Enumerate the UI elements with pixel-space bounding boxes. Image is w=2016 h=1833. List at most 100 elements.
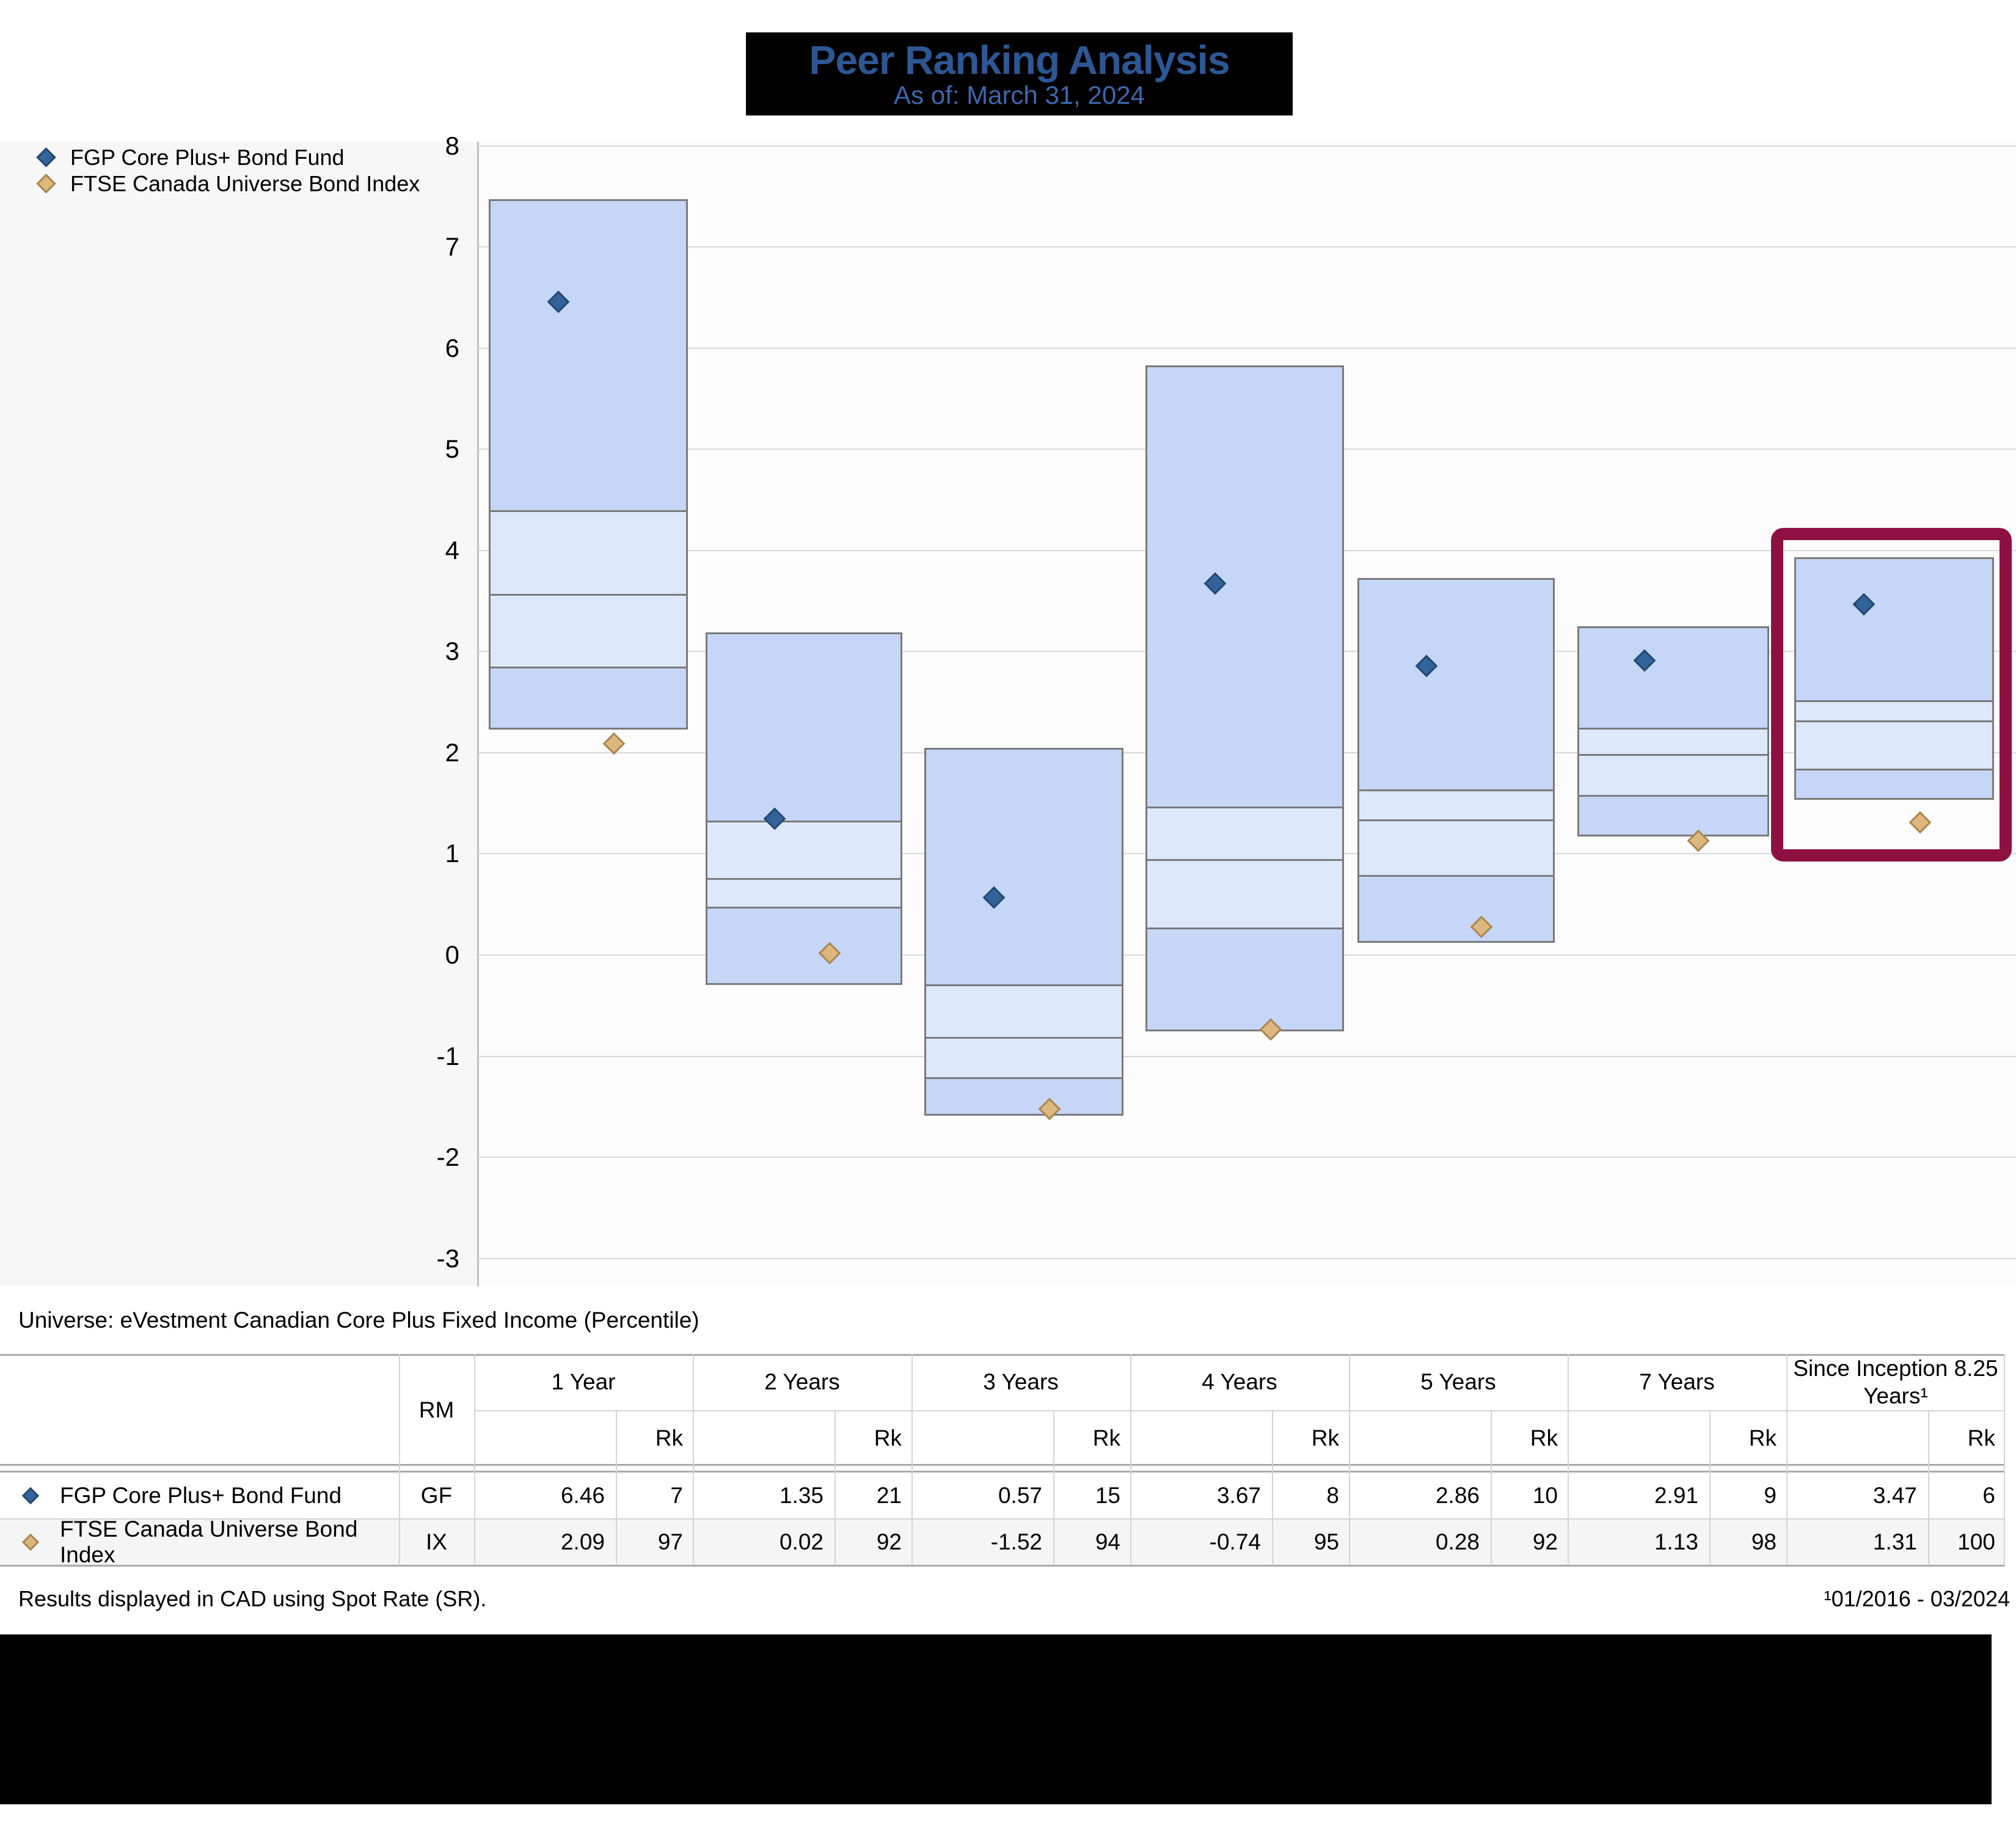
y-tick-label: -2 <box>436 1143 459 1172</box>
percentile-box-segment <box>1794 700 1994 722</box>
table-header-rk: Rk <box>874 1425 902 1451</box>
period-underline <box>474 1410 693 1411</box>
y-tick-label: -1 <box>436 1041 459 1070</box>
percentile-box-segment <box>489 510 688 596</box>
y-tick-label: 1 <box>445 839 459 868</box>
universe-note: Universe: eVestment Canadian Core Plus F… <box>18 1308 699 1333</box>
y-gridline <box>478 1055 2016 1057</box>
table-header-period: 3 Years <box>983 1369 1059 1395</box>
peer-ranking-chart: FGP Core Plus+ Bond Fund FTSE Canada Uni… <box>0 131 2016 1286</box>
group-divider <box>693 1354 694 1565</box>
table-header-period: 5 Years <box>1420 1369 1496 1395</box>
percentile-box-segment <box>1357 819 1555 877</box>
table-header-rk: Rk <box>655 1425 683 1451</box>
table-header-rk: Rk <box>1530 1425 1558 1451</box>
table-header-period: Since Inception 8.25 Years¹ <box>1793 1356 1998 1408</box>
table-header-rm: RM <box>418 1397 455 1422</box>
table-cell-rank: 97 <box>657 1529 683 1554</box>
table-cell-value: 3.67 <box>1216 1483 1261 1508</box>
value-rank-divider <box>1928 1411 1929 1565</box>
table-cell-value: 2.86 <box>1435 1483 1480 1508</box>
value-rank-divider <box>1272 1411 1273 1565</box>
table-cell-rank: 21 <box>876 1483 902 1508</box>
header-double-line-a <box>0 1464 2005 1466</box>
percentile-box-segment <box>1577 753 1769 797</box>
percentile-box-segment <box>1357 577 1555 791</box>
percentile-box-segment <box>489 594 688 669</box>
percentile-box-segment <box>706 906 902 986</box>
table-cell-rank: 100 <box>1957 1529 1995 1554</box>
table-cell-rank: 10 <box>1532 1483 1558 1508</box>
percentile-box-segment <box>1577 795 1769 836</box>
value-rank-divider <box>1053 1411 1054 1565</box>
table-cell-rank: 98 <box>1751 1529 1777 1554</box>
y-tick-label: 6 <box>445 333 459 362</box>
group-divider <box>2004 1354 2005 1565</box>
table-row-name: FGP Core Plus+ Bond Fund <box>0 1473 399 1519</box>
y-gridline <box>478 145 2016 147</box>
table-top-border <box>0 1354 2005 1356</box>
table-cell-value: 1.13 <box>1654 1529 1698 1554</box>
percentile-box-segment <box>1794 557 1994 702</box>
index-diamond-icon <box>21 1533 40 1551</box>
percentile-box-segment <box>1577 727 1769 756</box>
group-divider <box>1349 1354 1350 1565</box>
table-cell-value: 6.46 <box>560 1483 605 1508</box>
y-tick-label: 8 <box>445 131 459 160</box>
table-header-period: 7 Years <box>1639 1369 1715 1395</box>
period-underline <box>1568 1410 1786 1411</box>
percentile-box-segment <box>1145 858 1344 930</box>
table-cell-value: 0.57 <box>998 1483 1042 1508</box>
y-gridline <box>478 1157 2016 1158</box>
fund-diamond-icon <box>21 1487 40 1505</box>
table-cell-value: 2.91 <box>1654 1483 1698 1508</box>
table-cell-value: 0.02 <box>779 1529 824 1554</box>
value-rank-divider <box>1491 1411 1492 1565</box>
y-axis-spine <box>477 142 479 1286</box>
table-cell-rank: 9 <box>1764 1483 1777 1508</box>
as-of-date: As of: March 31, 2024 <box>894 80 1145 109</box>
table-cell-rank: 8 <box>1326 1483 1339 1508</box>
value-rank-divider <box>835 1411 836 1565</box>
table-cell-rank: 92 <box>1532 1529 1558 1554</box>
group-divider <box>1130 1354 1131 1565</box>
table-cell-rank: 7 <box>670 1483 683 1508</box>
table-header-rk: Rk <box>1311 1425 1339 1451</box>
table-cell-rm: GF <box>420 1483 453 1508</box>
percentile-box-segment <box>1145 806 1344 861</box>
y-tick-label: 2 <box>445 737 459 767</box>
legend-label-fund: FGP Core Plus+ Bond Fund <box>70 144 345 170</box>
table-header-period: 1 Year <box>551 1369 616 1395</box>
table-cell-rank: 94 <box>1095 1529 1120 1554</box>
table-cell-value: 1.35 <box>779 1483 824 1508</box>
y-gridline <box>478 246 2016 248</box>
percentile-box-segment <box>1794 769 1994 800</box>
table-cell-value: -0.74 <box>1209 1529 1261 1554</box>
y-tick-label: 5 <box>445 434 459 464</box>
percentile-box-segment <box>489 199 688 512</box>
table-cell-value: 2.09 <box>560 1529 605 1554</box>
table-cell-value: 1.31 <box>1872 1529 1917 1554</box>
footnote-results: Results displayed in CAD using Spot Rate… <box>18 1586 487 1611</box>
value-rank-divider <box>616 1411 617 1565</box>
performance-table: RM 1 Year Rk 2 Years Rk 3 Years Rk 4 Years Rk 5 Y… <box>0 1354 2005 1567</box>
page-title: Peer Ranking Analysis <box>809 37 1230 83</box>
percentile-box-segment <box>924 747 1123 986</box>
table-header-rk: Rk <box>1092 1425 1120 1451</box>
index-diamond-icon <box>36 174 56 194</box>
table-header-period: 2 Years <box>764 1369 840 1395</box>
rm-col-divider <box>474 1354 475 1565</box>
table-bottom-border <box>0 1565 2005 1567</box>
redacted-footer-block <box>0 1634 1992 1804</box>
chart-legend: FGP Core Plus+ Bond Fund FTSE Canada Uni… <box>32 144 420 197</box>
legend-item-fund: FGP Core Plus+ Bond Fund <box>32 144 420 170</box>
percentile-box-segment <box>706 878 902 909</box>
table-header-rk: Rk <box>1748 1425 1777 1451</box>
percentile-box-segment <box>1577 626 1769 730</box>
table-header-rk: Rk <box>1967 1425 1995 1451</box>
y-tick-label: -3 <box>436 1243 459 1273</box>
table-cell-rank: 6 <box>1982 1483 1995 1508</box>
y-gridline <box>478 1257 2016 1259</box>
percentile-box-segment <box>1145 365 1344 808</box>
group-divider <box>1568 1354 1569 1565</box>
